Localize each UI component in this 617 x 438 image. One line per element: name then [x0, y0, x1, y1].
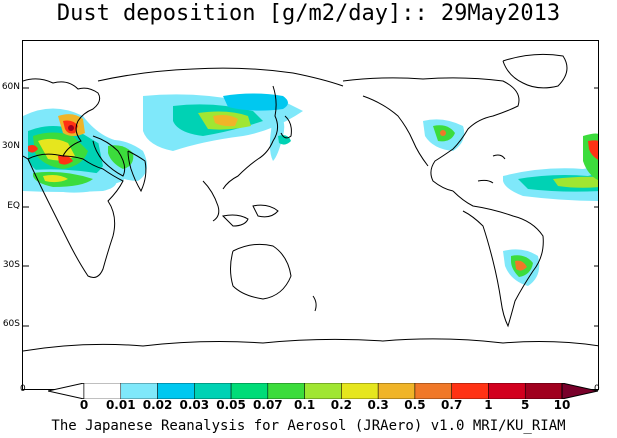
coastlines	[23, 53, 598, 352]
colorbar-cell	[304, 383, 342, 399]
colorbar-tick-label: 0	[79, 398, 89, 412]
colorbar-tick-label: 0.3	[367, 398, 389, 412]
colorbar-tick-label: 0.01	[105, 398, 136, 412]
right-edge-label: 0	[594, 384, 600, 394]
colorbar-tick-label: 0.05	[216, 398, 246, 412]
lat-ticks	[23, 87, 598, 327]
colorbar	[48, 383, 598, 399]
colorbar-cell	[488, 383, 526, 399]
colorbar-tick-label: 0.07	[253, 398, 283, 412]
footer-credit: The Japanese Reanalysis for Aerosol (JRA…	[51, 418, 566, 434]
colorbar-cell	[451, 383, 489, 399]
colorbar-cell	[83, 383, 122, 399]
colorbar-cell	[157, 383, 195, 399]
colorbar-cell	[120, 383, 158, 399]
lat-label-30s: 30S	[2, 260, 20, 270]
colorbar-tick-label: 0.03	[179, 398, 210, 412]
colorbar-tick-label: 0.02	[142, 398, 173, 412]
lat-label-30n: 30N	[1, 141, 20, 151]
colorbar-cell	[230, 383, 269, 399]
left-edge-label: 0	[20, 384, 26, 394]
colorbar-tick-label: 0.5	[404, 398, 426, 412]
colorbar-cell	[524, 383, 563, 399]
colorbar-low-triangle	[48, 383, 85, 399]
colorbar-cell	[414, 383, 452, 399]
map-title: Dust deposition [g/m2/day]:: 29May2013	[56, 1, 561, 26]
colorbar-tick-label: 0.2	[330, 398, 353, 412]
colorbar-cell	[377, 383, 416, 399]
colorbar-cell	[267, 383, 305, 399]
colorbar-high-triangle	[561, 383, 598, 399]
colorbar-tick-label: 5	[521, 398, 530, 412]
lat-label-eq: EQ	[7, 201, 20, 211]
colorbar-tick-label: 0.7	[441, 398, 463, 412]
colorbar-cell	[341, 383, 379, 399]
lat-label-60s: 60S	[2, 319, 20, 329]
colorbar-tick-label: 1	[484, 398, 493, 412]
map-canvas	[23, 53, 598, 352]
colorbar-tick-label: 0.1	[293, 398, 316, 412]
lat-label-60n: 60N	[1, 82, 20, 92]
world-map	[22, 40, 599, 390]
dust-shading	[23, 93, 598, 286]
colorbar-cell	[194, 383, 232, 399]
colorbar-tick-label: 10	[553, 398, 571, 412]
